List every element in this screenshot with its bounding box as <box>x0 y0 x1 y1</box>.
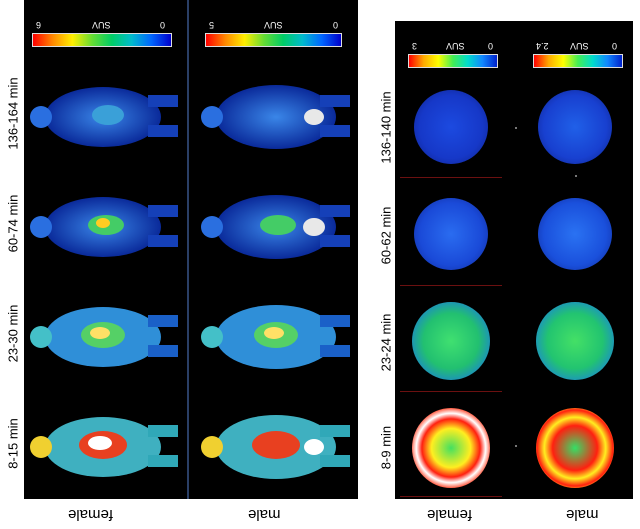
row-label-male: male <box>248 506 281 523</box>
female-brain-colorbar <box>408 54 498 68</box>
body-scan-image <box>30 307 178 367</box>
female-brain-8-9 <box>412 408 490 488</box>
female-brain-136-140 <box>414 90 488 164</box>
time-label: 60-62 min <box>378 206 394 265</box>
time-label: 23-24 min <box>378 313 394 372</box>
female-brain-23-24 <box>412 302 490 380</box>
female-brain-colorbar-min: 0 <box>488 41 494 51</box>
marker-dot <box>575 175 577 177</box>
male-brain-8-9 <box>536 408 614 488</box>
row-separator <box>400 496 502 497</box>
male-colorbar <box>205 33 342 47</box>
male-colorbar-min: 0 <box>333 20 339 30</box>
row-separator <box>400 177 502 178</box>
male-brain-colorbar-unit: SUV <box>570 41 589 51</box>
female-colorbar <box>32 33 172 47</box>
marker-dot <box>515 127 517 129</box>
male-body-23-30 <box>198 285 352 385</box>
body-scan-image <box>30 417 178 477</box>
body-scan-image <box>30 87 178 147</box>
time-label: 136-140 min <box>378 91 394 164</box>
body-scan-image <box>201 415 350 479</box>
female-brain-60-62 <box>414 198 488 270</box>
female-brain-colorbar-unit: SUV <box>446 41 465 51</box>
male-brain-colorbar-min: 0 <box>612 41 618 51</box>
male-brain-colorbar <box>533 54 623 68</box>
row-separator <box>400 285 502 286</box>
row-divider <box>187 0 189 499</box>
female-body-136-164 <box>28 65 180 165</box>
body-scan-image <box>30 197 178 257</box>
female-body-8-15 <box>28 395 180 495</box>
female-colorbar-min: 0 <box>160 20 166 30</box>
body-scan-image <box>201 305 350 369</box>
male-body-136-164 <box>198 65 352 165</box>
male-body-8-15 <box>198 395 352 495</box>
row-label-male: male <box>566 506 599 523</box>
male-brain-60-62 <box>538 198 612 270</box>
male-brain-23-24 <box>536 302 614 380</box>
female-colorbar-max: 6 <box>36 20 42 30</box>
row-label-female: female <box>427 506 473 523</box>
male-brain-136-140 <box>538 90 612 164</box>
male-body-60-74 <box>198 175 352 275</box>
time-label: 8-9 min <box>378 425 394 470</box>
time-label: 23-30 min <box>5 304 21 363</box>
female-brain-colorbar-max: 3 <box>412 41 418 51</box>
female-colorbar-unit: SUV <box>92 20 111 30</box>
male-brain-colorbar-max: 2.4 <box>536 41 549 51</box>
row-label-female: female <box>68 506 114 523</box>
marker-dot <box>515 445 517 447</box>
time-label: 60-74 min <box>5 194 21 253</box>
time-label: 136-164 min <box>5 77 21 150</box>
male-colorbar-max: 5 <box>209 20 215 30</box>
body-scan-image <box>201 85 350 149</box>
body-scan-image <box>201 195 350 259</box>
row-separator <box>400 391 502 392</box>
female-body-60-74 <box>28 175 180 275</box>
male-colorbar-unit: SUV <box>264 20 283 30</box>
time-label: 8-15 min <box>5 418 21 469</box>
female-body-23-30 <box>28 285 180 385</box>
